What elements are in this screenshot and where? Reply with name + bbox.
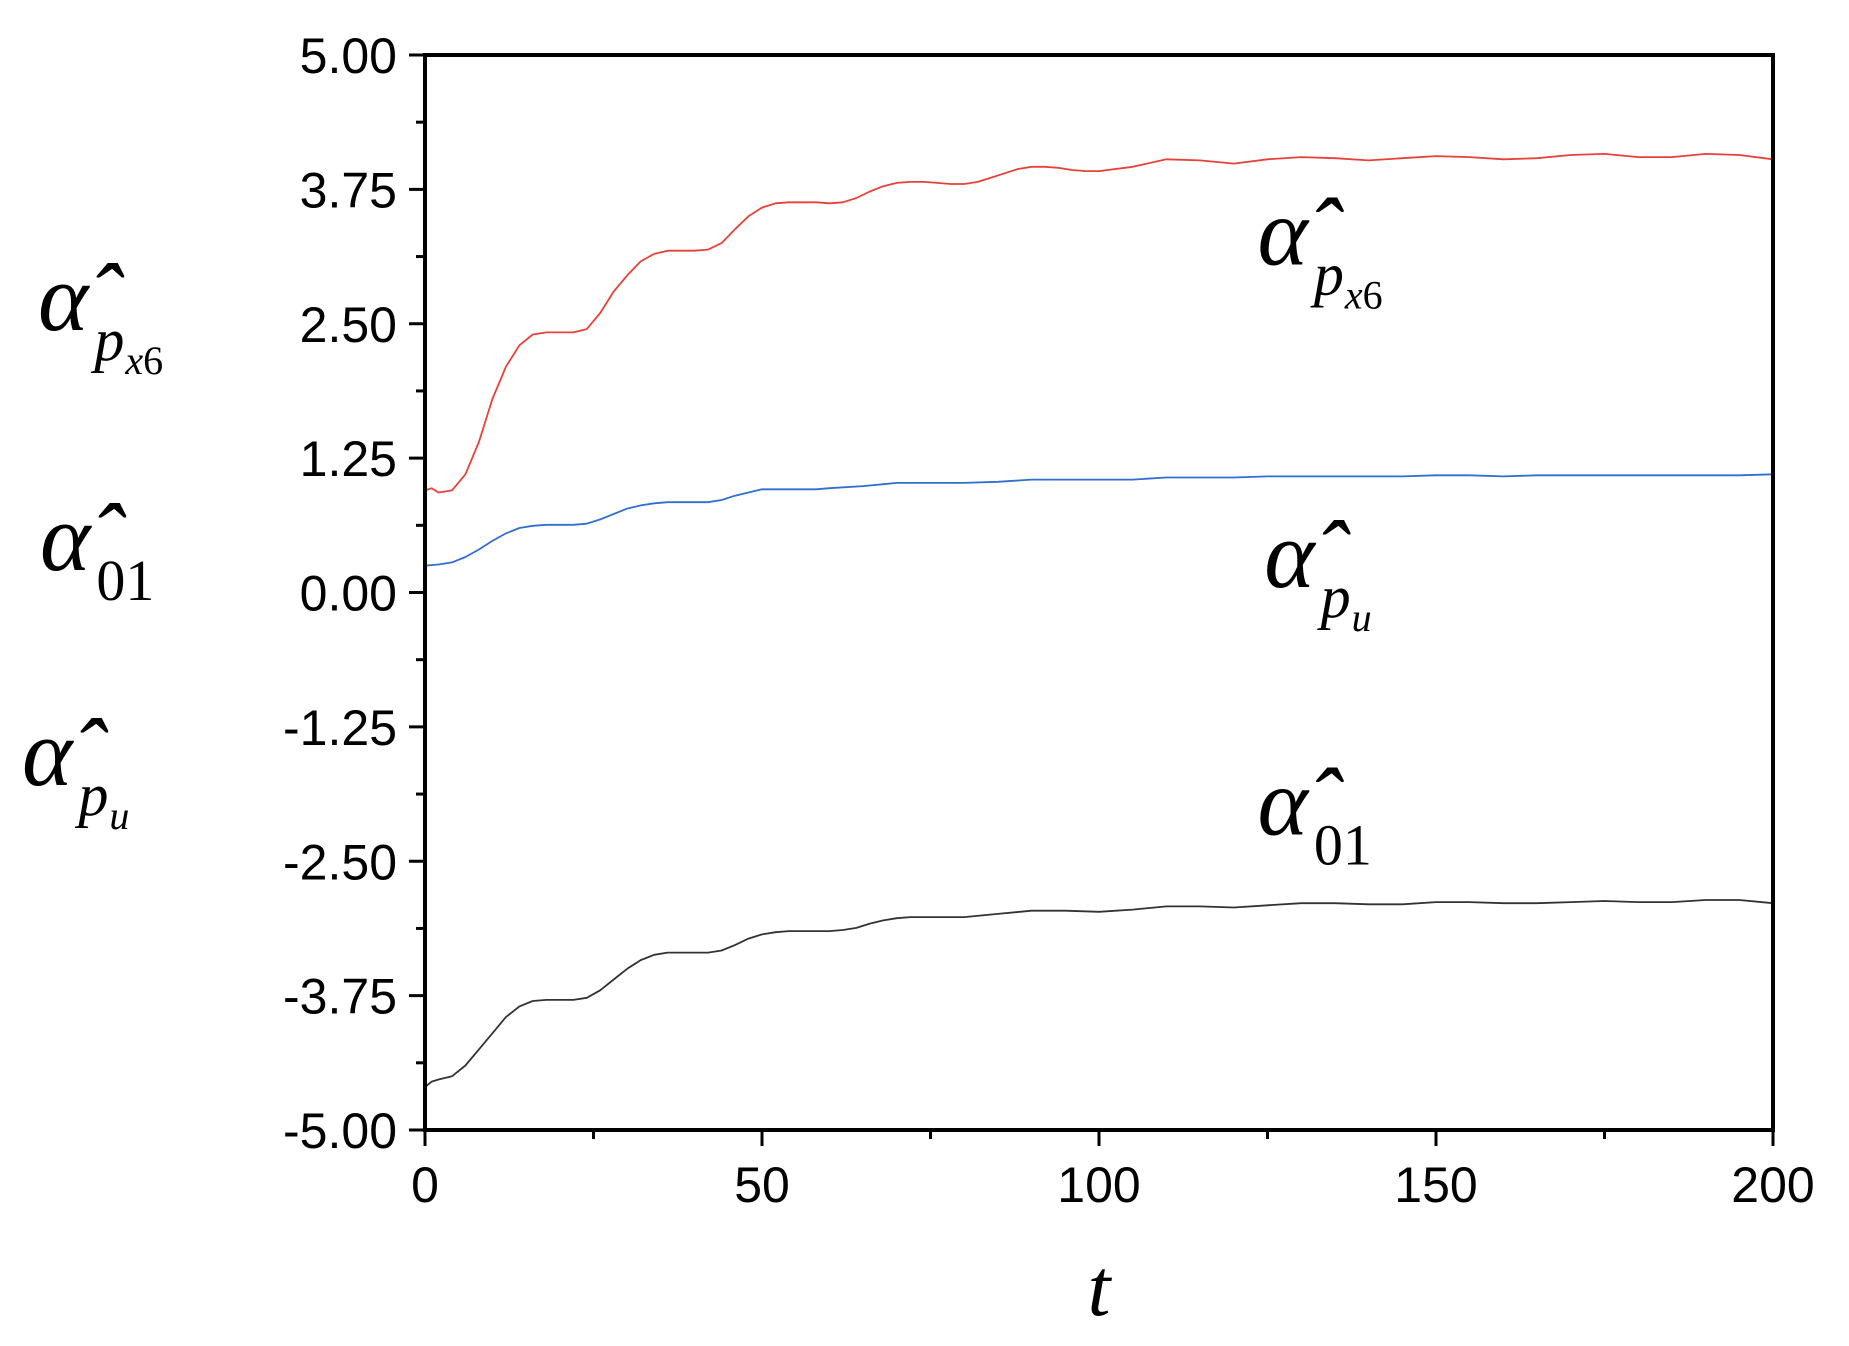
y-axis-ticks: 5.00 3.75 2.50 1.25 0.00 -1.25 -2.50 -3.75 -5.00 [283, 28, 425, 1159]
math-label-subsubscript: x6 [1344, 273, 1383, 318]
y-axis-label-group: α̂ px6 α̂ 01 α̂ pu [22, 244, 163, 838]
x-tick-label: 50 [734, 1157, 790, 1213]
y-tick-label: 3.75 [300, 162, 397, 218]
series-lines [424, 152, 1774, 1088]
y-tick-label: -5.00 [283, 1103, 397, 1159]
math-label-subscript: p [1310, 242, 1344, 308]
series-annotations: α̂ px6 α̂ pu α̂ 01 [1258, 179, 1383, 878]
x-axis-ticks: 0 50 100 150 200 [411, 1130, 1815, 1213]
series-line-2 [424, 899, 1774, 1088]
series-line-1 [424, 473, 1774, 567]
svg-text:α̂pu: α̂ pu [22, 699, 129, 838]
y-tick-label: -2.50 [283, 834, 397, 890]
y-tick-label: 1.25 [300, 431, 397, 487]
svg-text:α̂01: α̂ 01 [40, 484, 154, 613]
math-label: α̂ px6 [38, 244, 163, 383]
math-label-subscript: p [1317, 564, 1351, 630]
math-label-subscript: 01 [1314, 812, 1372, 877]
math-label-subsubscript: u [1352, 595, 1372, 640]
svg-text:α̂01: α̂ 01 [1258, 748, 1372, 877]
y-tick-label: -1.25 [283, 700, 397, 756]
math-label: α̂ 01 [1258, 748, 1372, 877]
math-label-subscript: 01 [96, 548, 154, 613]
math-label: α̂ pu [22, 699, 129, 838]
math-label-subsubscript: x6 [124, 338, 163, 383]
x-axis-title: t [1088, 1242, 1113, 1333]
x-tick-label: 200 [1731, 1157, 1814, 1213]
series-line-0 [424, 152, 1774, 494]
y-tick-label: 0.00 [300, 566, 397, 622]
y-tick-label: -3.75 [283, 969, 397, 1025]
math-label-subscript: p [90, 307, 124, 373]
math-label-subscript: p [74, 762, 108, 828]
y-tick-label: 2.50 [300, 297, 397, 353]
math-label: α̂ px6 [1258, 179, 1383, 318]
x-tick-label: 100 [1057, 1157, 1140, 1213]
math-label: α̂ 01 [40, 484, 154, 613]
x-tick-label: 150 [1394, 1157, 1477, 1213]
svg-text:α̂px6: α̂ px6 [38, 244, 163, 383]
svg-text:α̂pu: α̂ pu [1264, 501, 1371, 640]
x-tick-label: 0 [411, 1157, 439, 1213]
y-tick-label: 5.00 [300, 28, 397, 84]
math-label-subsubscript: u [109, 793, 129, 838]
math-label: α̂ pu [1264, 501, 1371, 640]
svg-text:α̂px6: α̂ px6 [1258, 179, 1383, 318]
